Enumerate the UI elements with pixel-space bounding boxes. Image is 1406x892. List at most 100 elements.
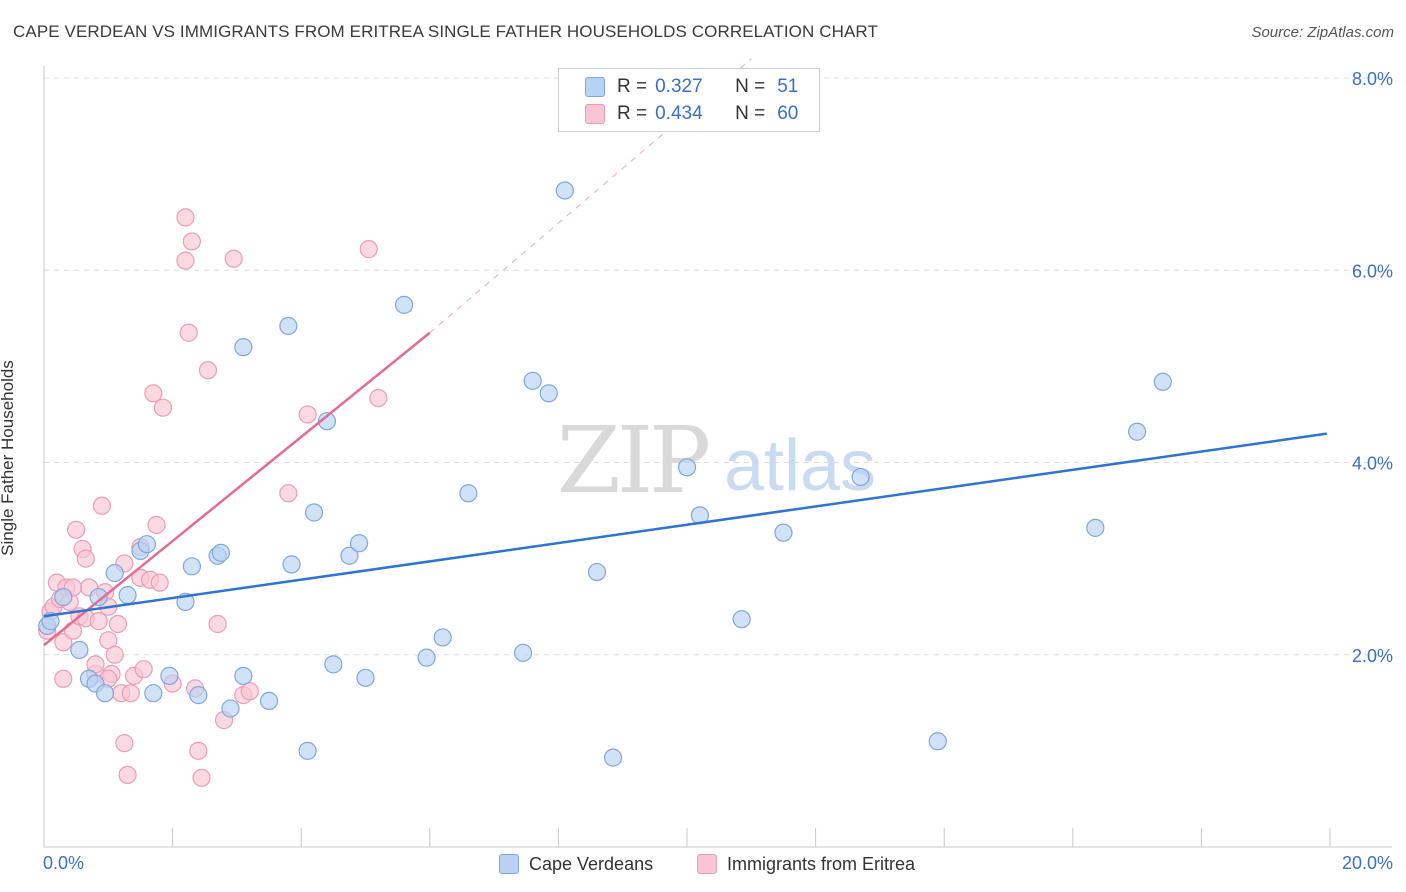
cape-verdean-point — [259, 691, 279, 710]
eritrea-point — [89, 612, 108, 631]
legend-r-value: 0.434 — [655, 103, 703, 124]
eritrea-point — [224, 249, 243, 268]
eritrea-point — [54, 669, 73, 688]
x-tick-label-min: 0.0% — [43, 853, 84, 873]
eritrea-point — [153, 398, 173, 417]
cape-verdean-point — [211, 543, 230, 562]
cape-verdean-point — [54, 587, 73, 607]
cape-verdean-point — [234, 666, 253, 685]
eritrea-point — [176, 208, 195, 227]
cape-verdean-point — [417, 648, 436, 667]
cape-verdean-point — [189, 686, 208, 705]
cape-verdean-point — [851, 467, 870, 487]
cape-verdean-point — [774, 523, 793, 542]
legend-n-value: 51 — [777, 76, 799, 97]
watermark: ZIP atlas — [557, 407, 876, 514]
eritrea-point — [369, 388, 388, 408]
cape-verdean-point — [1127, 422, 1147, 441]
eritrea-point — [92, 496, 111, 515]
cape-verdean-point — [298, 741, 317, 760]
correlation-legend: R = 0.327 N = 51 R = 0.434 N = 60 — [558, 68, 820, 132]
bottom-legend-swatch-pink — [697, 854, 717, 874]
bottom-legend-cape-verdeans: Cape Verdeans — [499, 852, 653, 876]
eritrea-point — [198, 361, 218, 380]
cape-verdean-point — [282, 555, 301, 574]
cape-verdean-point — [555, 181, 574, 200]
eritrea-point — [108, 614, 128, 634]
eritrea-point — [105, 645, 124, 664]
cape-verdean-point — [105, 563, 124, 583]
cape-verdean-point — [1086, 518, 1105, 537]
eritrea-point — [147, 515, 166, 535]
cape-verdean-point — [732, 610, 751, 629]
eritrea-point — [189, 741, 208, 760]
cape-verdean-point — [587, 562, 607, 582]
cape-verdean-point — [95, 684, 115, 703]
series-cape-verdeans — [38, 181, 1172, 767]
cape-verdean-point — [340, 546, 359, 565]
cape-verdean-trend-line — [43, 432, 1327, 618]
y-tick-label: 8.0% — [1352, 69, 1393, 89]
legend-r-value: 0.327 — [655, 76, 703, 97]
cape-verdean-point — [928, 732, 947, 751]
cape-verdean-point — [1153, 372, 1172, 391]
legend-r-label: R = — [617, 76, 648, 97]
cape-verdean-point — [523, 371, 542, 390]
cape-verdean-point — [89, 587, 108, 607]
x-tick-label-max: 20.0% — [1342, 853, 1393, 873]
cape-verdean-point — [349, 534, 369, 553]
tick-labels: 2.0% 4.0% 6.0% 8.0% 0.0% 20.0% — [43, 69, 1393, 873]
y-tick-label: 6.0% — [1352, 261, 1393, 281]
cape-verdean-point — [160, 666, 179, 685]
chart-title: CAPE VERDEAN VS IMMIGRANTS FROM ERITREA … — [13, 22, 878, 41]
eritrea-point — [208, 614, 227, 634]
cape-verdean-point — [70, 640, 89, 660]
cape-verdean-point — [539, 384, 558, 403]
watermark-atlas: atlas — [724, 426, 876, 506]
eritrea-point — [76, 549, 95, 568]
y-tick-label: 2.0% — [1352, 646, 1393, 666]
bottom-legend-label: Cape Verdeans — [529, 853, 654, 874]
eritrea-point — [121, 684, 140, 703]
cape-verdean-point — [459, 484, 478, 503]
cape-verdean-point — [356, 668, 375, 687]
cape-verdean-point — [433, 628, 452, 647]
y-axis-title: Single Father Households — [0, 360, 17, 556]
legend-n-label: N = — [735, 76, 766, 97]
eritrea-point — [279, 484, 298, 503]
axes — [43, 66, 1392, 848]
eritrea-point — [182, 232, 201, 251]
eritrea-point — [176, 251, 195, 270]
bottom-legend-swatch-blue — [499, 854, 519, 874]
cape-verdean-point — [603, 748, 623, 767]
y-tick-label: 4.0% — [1352, 454, 1393, 474]
eritrea-point — [67, 520, 86, 539]
eritrea-point — [359, 240, 378, 259]
bottom-legend-eritrea: Immigrants from Eritrea — [697, 852, 915, 876]
bottom-legend-label: Immigrants from Eritrea — [727, 853, 916, 874]
legend-row-cape-verdeans: R = 0.327 N = 51 — [585, 75, 798, 99]
eritrea-point — [179, 323, 198, 342]
cape-verdean-point — [182, 557, 201, 576]
legend-swatch-pink — [585, 104, 605, 124]
gridlines — [44, 77, 1392, 656]
series-immigrants-from-eritrea — [38, 208, 388, 787]
eritrea-point — [118, 765, 137, 785]
legend-row-eritrea: R = 0.434 N = 60 — [585, 102, 798, 126]
cape-verdean-point — [234, 338, 253, 357]
eritrea-point — [144, 384, 163, 403]
cape-verdean-point — [221, 699, 240, 718]
eritrea-point — [298, 405, 317, 424]
legend-r-label: R = — [617, 103, 648, 124]
eritrea-point — [192, 768, 211, 787]
eritrea-point — [115, 734, 134, 753]
cape-verdean-point — [324, 655, 343, 674]
cape-verdean-point — [677, 458, 697, 477]
cape-verdean-point — [144, 684, 163, 703]
cape-verdean-point — [279, 316, 298, 336]
cape-verdean-point — [317, 412, 337, 431]
eritrea-trend-line — [43, 331, 431, 647]
legend-n-value: 60 — [777, 103, 799, 124]
cape-verdean-point — [137, 535, 156, 554]
eritrea-point — [134, 660, 153, 679]
